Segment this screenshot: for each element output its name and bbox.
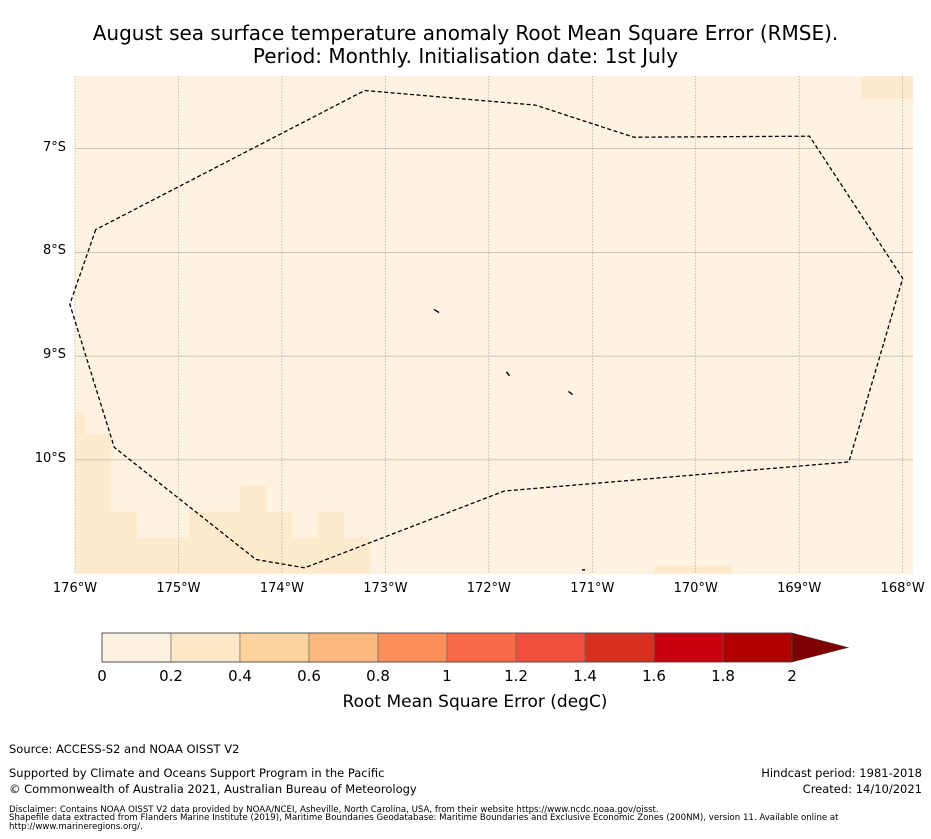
rmse-cell	[240, 485, 267, 574]
colorbar-tick-label: 0.4	[228, 667, 252, 685]
colorbar-tick-label: 1	[442, 667, 452, 685]
rmse-cell	[85, 433, 112, 574]
colorbar-outline	[101, 632, 793, 663]
colorbar-label: Root Mean Square Error (degC)	[342, 692, 608, 712]
latitude-label: 8°S	[42, 243, 66, 259]
map-subtitle: Period: Monthly. Initialisation date: 1s…	[252, 44, 679, 68]
disclaimer-text: Disclaimer: Contains NOAA OISST V2 data …	[9, 805, 659, 815]
colorbar-segment	[584, 632, 655, 663]
colorbar-segment	[101, 632, 172, 663]
colorbar-segment	[170, 632, 241, 663]
colorbar-segment	[515, 632, 586, 663]
map-background	[75, 76, 913, 574]
colorbar-tick-label: 2	[787, 667, 797, 685]
eez-boundary	[69, 89, 904, 569]
island	[433, 308, 440, 314]
colorbar-extend-arrow	[791, 632, 850, 663]
rmse-cell	[75, 413, 86, 574]
rmse-cell	[137, 537, 189, 574]
rmse-cell	[318, 511, 344, 574]
colorbar-tick-label: 0.8	[366, 667, 390, 685]
colorbar-tick-label: 0	[97, 667, 107, 685]
hindcast-period: Hindcast period: 1981-2018	[761, 766, 922, 780]
longitude-label: 171°W	[570, 581, 615, 596]
island	[505, 371, 511, 377]
colorbar-tick-label: 0.2	[159, 667, 183, 685]
latitude-label: 7°S	[42, 139, 66, 155]
copyright-text: © Commonwealth of Australia 2021, Austra…	[9, 782, 417, 796]
colorbar-tick-label: 1.8	[711, 667, 735, 685]
rmse-cell	[188, 511, 241, 574]
colorbar-tick-label: 0.6	[297, 667, 321, 685]
longitude-label: 169°W	[777, 581, 822, 596]
shapefile-credit: Shapefile data extracted from Flanders M…	[9, 813, 839, 832]
longitude-label: 168°W	[880, 581, 925, 596]
colorbar-segment	[308, 632, 379, 663]
rmse-cell	[343, 537, 370, 574]
colorbar-segment	[722, 632, 793, 663]
longitude-label: 173°W	[363, 581, 408, 596]
longitude-label: 172°W	[466, 581, 511, 596]
colorbar-tick-label: 1.6	[642, 667, 666, 685]
longitude-label: 170°W	[673, 581, 718, 596]
colorbar-segment	[377, 632, 448, 663]
rmse-cell	[266, 511, 293, 574]
created-date: Created: 14/10/2021	[802, 782, 922, 796]
colorbar-segment	[653, 632, 724, 663]
longitude-label: 175°W	[156, 581, 201, 596]
longitude-label: 174°W	[259, 581, 304, 596]
colorbar-segment	[446, 632, 517, 663]
colorbar-tick-label: 1.4	[573, 667, 597, 685]
colorbar	[101, 632, 850, 663]
colorbar-tick-label: 1.2	[504, 667, 528, 685]
rmse-cell	[111, 511, 138, 574]
rmse-cell	[861, 76, 913, 99]
source-text: Source: ACCESS-S2 and NOAA OISST V2	[9, 742, 240, 756]
longitude-label: 176°W	[52, 581, 98, 596]
rmse-cell	[654, 565, 732, 574]
colorbar-segment	[239, 632, 310, 663]
latitude-label: 9°S	[42, 347, 66, 363]
rmse-map	[69, 76, 913, 574]
island	[568, 390, 574, 396]
support-text: Supported by Climate and Oceans Support …	[9, 766, 385, 780]
rmse-cell	[292, 537, 319, 574]
map-title: August sea surface temperature anomaly R…	[92, 21, 839, 45]
latitude-label: 10°S	[34, 450, 66, 466]
